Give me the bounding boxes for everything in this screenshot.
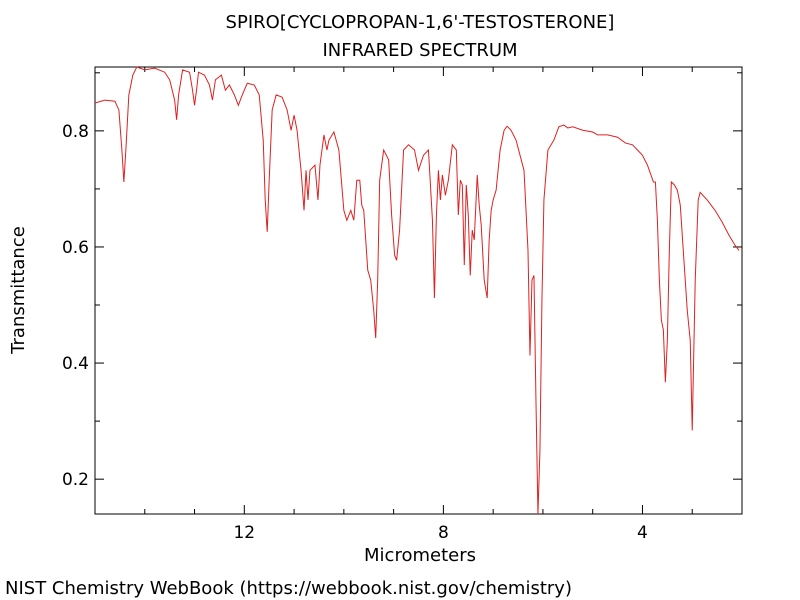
x-tick-label: 4 — [637, 523, 648, 543]
y-axis-label: Transmittance — [8, 226, 29, 355]
y-tick-label: 0.6 — [62, 238, 89, 258]
footer: NIST Chemistry WebBook (https://webbook.… — [5, 578, 572, 599]
x-tick-label: 12 — [233, 523, 255, 543]
plot-frame — [94, 66, 743, 515]
y-tick-label: 0.8 — [62, 122, 89, 142]
y-tick-label: 0.4 — [62, 354, 89, 374]
chart-title: SPIRO[CYCLOPROPAN-1,6'-TESTOSTERONE] — [226, 12, 615, 33]
spectrum-line — [94, 66, 740, 515]
chart-subtitle: INFRARED SPECTRUM — [322, 40, 517, 61]
x-tick-label: 8 — [438, 523, 449, 543]
x-axis-label: Micrometers — [364, 545, 476, 566]
y-tick-label: 0.2 — [62, 470, 89, 490]
